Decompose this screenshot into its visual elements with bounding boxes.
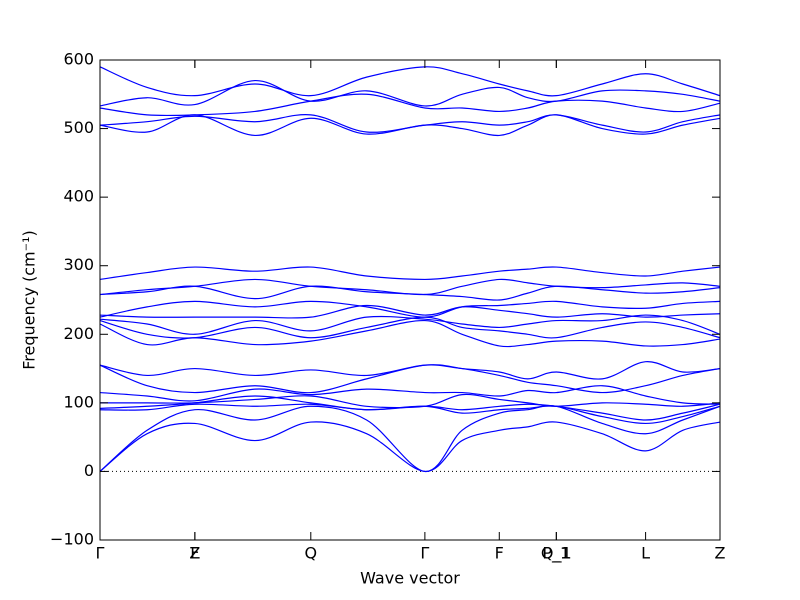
band-line — [99, 421, 721, 473]
y-axis-label: Frequency (cm⁻¹) — [20, 230, 39, 369]
band-line — [99, 66, 721, 97]
y-tick-label: 200 — [63, 324, 94, 343]
band-line — [99, 114, 721, 137]
band-line — [99, 316, 721, 339]
band-line — [99, 93, 721, 117]
x-tick-label: Z — [715, 544, 726, 563]
y-tick-label: 500 — [63, 118, 94, 137]
x-tick-label: Γ — [96, 544, 105, 563]
x-tick-label: F — [495, 544, 504, 563]
x-axis-label: Wave vector — [360, 569, 460, 588]
band-line — [99, 405, 721, 473]
y-tick-label: −100 — [50, 530, 94, 549]
band-line — [99, 266, 721, 281]
band-line — [99, 403, 721, 425]
band-line — [99, 79, 721, 107]
y-tick-label: 100 — [63, 392, 94, 411]
y-tick-label: 600 — [63, 50, 94, 69]
y-tick-label: 300 — [63, 255, 94, 274]
band-line — [99, 285, 721, 301]
band-line — [99, 385, 721, 405]
x-tick-label: P_1 — [542, 544, 570, 564]
x-tick-label: L — [641, 544, 650, 563]
x-tick-label: Q_1 — [541, 544, 572, 564]
y-tick-label: 0 — [84, 461, 94, 480]
band-line — [99, 364, 721, 394]
band-line — [99, 314, 721, 335]
band-line — [99, 278, 721, 296]
band-line — [99, 395, 721, 421]
band-line — [99, 114, 721, 133]
band-line — [100, 393, 721, 409]
x-tick-label: F — [190, 544, 199, 563]
y-tick-label: 400 — [63, 187, 94, 206]
x-tick-label: Q — [305, 544, 318, 563]
band-line — [99, 319, 721, 348]
x-tick-label: Γ — [420, 544, 429, 563]
plot-frame — [99, 59, 721, 541]
x-tick-label: Z — [189, 544, 200, 563]
